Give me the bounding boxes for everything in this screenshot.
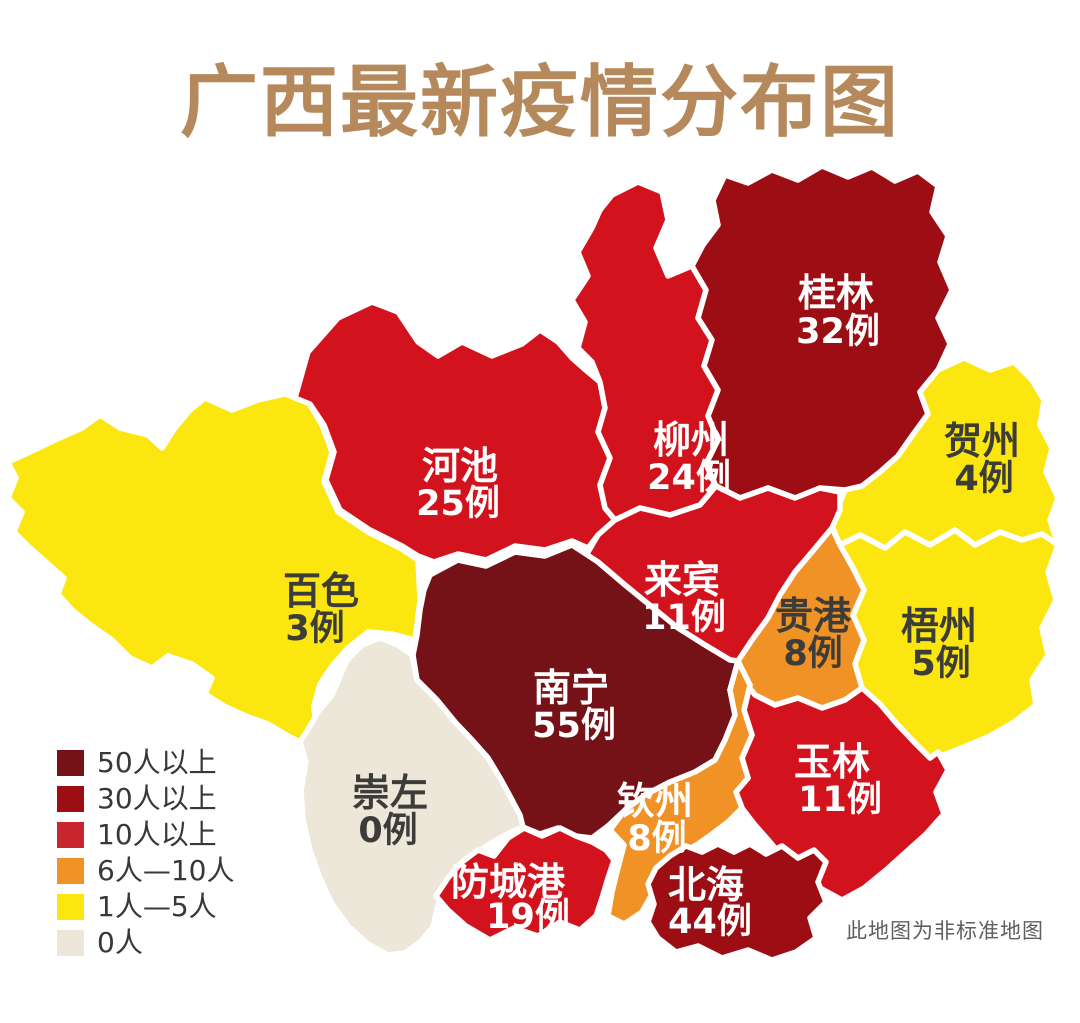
region-count-baise: 3例: [285, 609, 344, 649]
legend-label-1: 30人以上: [97, 781, 217, 815]
page-title: 广西最新疫情分布图: [179, 58, 900, 148]
region-label-nanning: 南宁: [533, 666, 609, 710]
legend-swatch-4: [57, 893, 84, 920]
region-fangchenggang: [433, 825, 617, 943]
region-count-guigang: 8例: [783, 634, 842, 674]
legend-label-3: 6人—10人: [97, 853, 235, 887]
region-count-laibin: 11例: [642, 598, 726, 638]
legend: 50人以上 30人以上 10人以上 6人—10人 1人—5人 0人: [57, 745, 235, 965]
legend-row-5: 0人: [57, 925, 234, 959]
region-count-liuzhou: 24例: [647, 458, 731, 498]
region-count-chongzuo: 0例: [358, 811, 417, 851]
region-count-wuzhou: 5例: [911, 644, 970, 684]
legend-label-0: 50人以上: [97, 745, 217, 779]
region-label-laibin: 来宾: [644, 558, 720, 602]
legend-row-1: 30人以上: [57, 781, 234, 815]
region-label-beihai: 北海: [668, 863, 744, 907]
legend-swatch-2: [57, 821, 84, 848]
region-count-yulin: 11例: [798, 780, 882, 820]
region-count-qinzhou: 8例: [627, 819, 686, 859]
region-count-nanning: 55例: [532, 706, 616, 746]
region-baise: [5, 391, 423, 747]
legend-row-3: 6人—10人: [57, 853, 235, 887]
legend-swatch-3: [57, 857, 84, 884]
region-label-guigang: 贵港: [775, 594, 852, 638]
region-count-fangchenggang: 19例: [486, 897, 570, 937]
legend-swatch-5: [57, 929, 84, 956]
region-label-liuzhou: 柳州: [653, 418, 729, 462]
region-label-guilin: 桂林: [798, 271, 874, 315]
legend-row-0: 50人以上: [57, 745, 234, 779]
legend-label-2: 10人以上: [97, 817, 217, 851]
region-label-chongzuo: 崇左: [352, 771, 428, 815]
region-count-guilin: 32例: [796, 312, 880, 352]
legend-swatch-1: [57, 785, 84, 812]
region-label-baise: 百色: [283, 569, 359, 613]
region-beihai: [645, 841, 829, 963]
legend-label-5: 0人: [97, 925, 143, 959]
legend-swatch-0: [57, 749, 84, 776]
region-label-hezhou: 贺州: [944, 419, 1020, 463]
region-qinzhou: [605, 658, 755, 927]
region-label-yulin: 玉林: [794, 740, 870, 784]
legend-row-2: 10人以上: [57, 817, 234, 851]
region-label-hechi: 河池: [422, 444, 498, 488]
legend-label-4: 1人—5人: [97, 889, 217, 923]
map-note: 此地图为非标准地图: [846, 919, 1044, 943]
region-label-wuzhou: 梧州: [901, 604, 977, 648]
region-count-beihai: 44例: [668, 902, 752, 942]
region-label-fangchenggang: 防城港: [451, 860, 566, 904]
region-count-hezhou: 4例: [954, 459, 1013, 499]
region-label-qinzhou: 钦州: [617, 779, 693, 823]
region-count-hechi: 25例: [416, 484, 500, 524]
legend-row-4: 1人—5人: [57, 889, 234, 923]
